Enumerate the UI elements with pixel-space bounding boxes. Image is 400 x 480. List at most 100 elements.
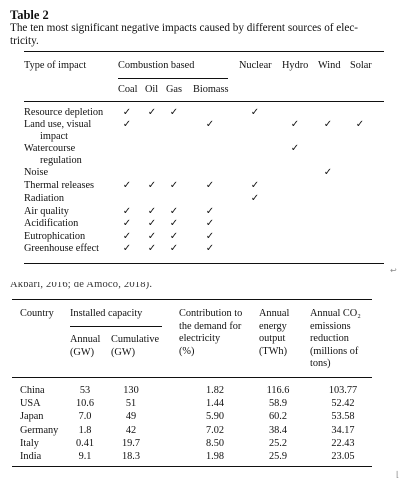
table3-header-rule [12,377,372,378]
check-mark-icon: ✓ [205,206,215,217]
table3-cell-cumulative: 18.3 [121,451,141,462]
table3-cell-contribution: 1.44 [205,398,225,410]
table3-cell-contribution: 1.98 [205,451,225,462]
table3-cell-country: India [20,451,42,462]
impact-label: Watercourse regulation [24,143,82,166]
table3-cell-co2: 52.42 [331,398,355,410]
table3-cell-country: China [20,385,45,396]
header-oil: Oil [145,84,159,95]
table3-cell-contribution: 1.82 [205,385,225,396]
table-caption: The ten most significant negative impact… [10,22,395,48]
table3-cell-contribution: 5.90 [205,411,225,423]
caption-line-2: tricity. [10,35,39,47]
return-glyph: ↩ [390,266,397,275]
table3-cell-country: Italy [20,437,39,449]
table3-cell-annual: 9.1 [78,451,92,462]
check-mark-icon: ✓ [122,107,132,118]
table3-cell-energy: 25.9 [268,451,288,462]
check-mark-icon: ✓ [290,143,300,154]
check-mark-icon: ✓ [147,218,157,229]
installed-capacity-rule [70,326,162,327]
impact-label: Noise [24,167,49,178]
table3-cell-energy: 38.4 [268,424,288,436]
header-energy-output: Annual energy output (TWh) [259,308,290,357]
table3-cell-annual: 10.6 [75,398,95,410]
check-mark-icon: ✓ [122,180,132,191]
impact-label: Radiation [24,193,65,204]
check-mark-icon: ✓ [169,206,179,217]
table3-cell-contribution: 7.02 [205,424,225,436]
check-mark-icon: ✓ [205,231,215,242]
check-mark-icon: ✓ [250,180,260,191]
check-mark-icon: ✓ [250,107,260,118]
table3-cell-co2: 34.17 [331,424,355,436]
table3-cell-annual: 0.41 [75,437,95,449]
table3-cell-co2: 22.43 [331,437,355,449]
check-mark-icon: ✓ [205,243,215,254]
table3-cell-cumulative: 51 [125,398,137,410]
impact-label: Eutrophication [24,231,86,242]
header-coal: Coal [118,84,138,95]
table3-cell-energy: 58.9 [268,398,288,410]
table3-cell-energy: 116.6 [266,385,290,396]
check-mark-icon: ✓ [122,231,132,242]
check-mark-icon: ✓ [147,180,157,191]
table2-top-rule [24,51,384,52]
page-gap [0,272,400,290]
table3-cell-country: Japan [20,411,44,423]
impact-label: Land use, visual impact [24,119,92,142]
table3-cell-energy: 25.2 [268,437,288,449]
check-mark-icon: ✓ [169,180,179,191]
header-biomass: Biomass [193,84,229,95]
check-mark-icon: ✓ [323,167,333,178]
check-mark-icon: ✓ [147,206,157,217]
check-mark-icon: ✓ [205,218,215,229]
table3-cell-co2: 23.05 [331,451,355,462]
check-mark-icon: ✓ [122,206,132,217]
header-nuclear: Nuclear [239,60,272,71]
check-mark-icon: ✓ [169,107,179,118]
table3-cell-contribution: 8.50 [205,437,225,449]
check-mark-icon: ✓ [169,243,179,254]
table3-cell-co2: 53.58 [331,411,355,423]
table3-cell-annual: 53 [79,385,91,396]
header-co2-reduction: Annual CO₂ emissions reduction (millions… [310,308,361,369]
impact-label: Thermal releases [24,180,95,191]
check-mark-icon: ✓ [122,243,132,254]
impact-label: Acidification [24,218,79,229]
table2-header-rule [24,101,384,102]
header-country: Country [20,308,54,319]
header-type-of-impact: Type of impact [24,60,87,71]
table3-top-rule [12,299,372,300]
impact-label: Resource depletion [24,107,104,118]
check-mark-icon: ✓ [122,218,132,229]
table3-cell-country: Germany [20,424,59,436]
table3-bottom-rule [12,466,372,467]
corner-glyph: ⌊ [396,470,400,479]
check-mark-icon: ✓ [147,107,157,118]
table2-bottom-rule [24,263,384,264]
table-title: Table 2 [10,8,49,22]
header-hydro: Hydro [282,60,309,71]
check-mark-icon: ✓ [250,193,260,204]
check-mark-icon: ✓ [205,180,215,191]
check-mark-icon: ✓ [169,218,179,229]
header-contribution: Contribution to the demand for electrici… [179,308,243,357]
check-mark-icon: ✓ [323,119,333,130]
table3-cell-annual: 7.0 [78,411,92,423]
table3-cell-cumulative: 42 [125,424,137,436]
check-mark-icon: ✓ [205,119,215,130]
check-mark-icon: ✓ [122,119,132,130]
check-mark-icon: ✓ [147,243,157,254]
impact-label: Greenhouse effect [24,243,99,254]
header-combustion-based: Combustion based [118,60,195,71]
header-solar: Solar [350,60,372,71]
table3-cell-co2: 103.77 [328,385,358,396]
check-mark-icon: ✓ [169,231,179,242]
table3-cell-cumulative: 130 [123,385,139,396]
combustion-group-rule [118,78,228,79]
header-cumulative-gw: Cumulative (GW) [111,334,160,358]
check-mark-icon: ✓ [355,119,365,130]
table3-cell-energy: 60.2 [268,411,288,423]
header-gas: Gas [166,84,183,95]
